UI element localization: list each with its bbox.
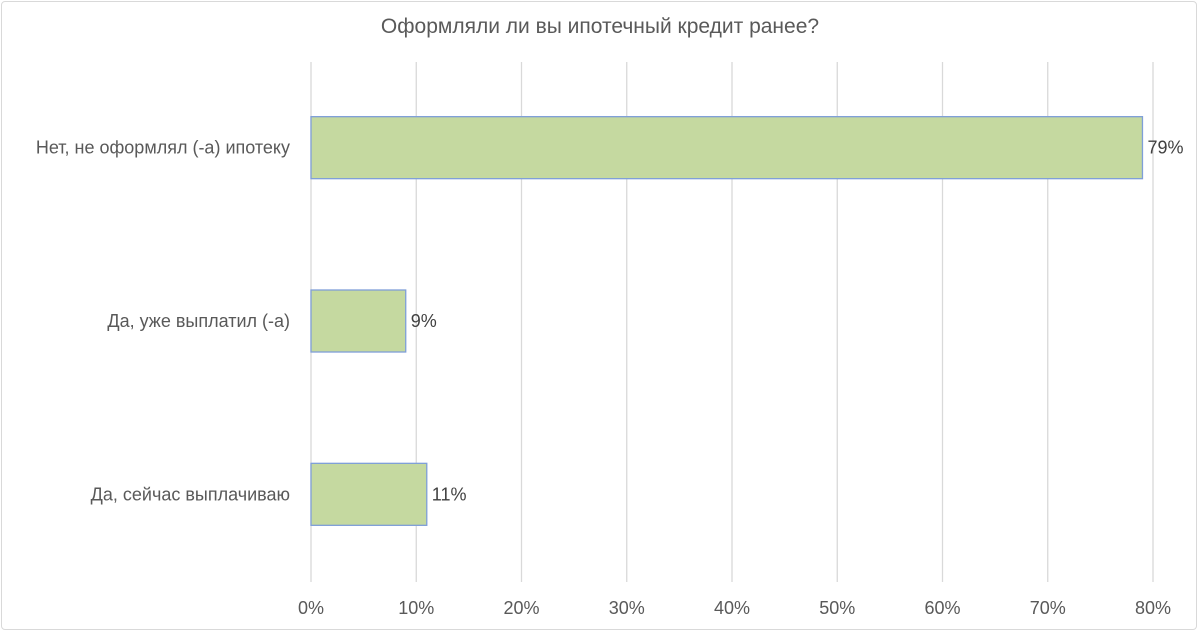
x-tick-label: 0% (298, 598, 324, 618)
x-tick-label: 30% (609, 598, 645, 618)
x-tick-label: 20% (503, 598, 539, 618)
bar (310, 289, 407, 353)
bar (310, 462, 428, 526)
category-label: Да, сейчас выплачиваю (91, 484, 290, 504)
x-tick-label: 60% (924, 598, 960, 618)
category-label: Да, уже выплатил (-а) (107, 311, 290, 331)
chart-title: Оформляли ли вы ипотечный кредит ранее? (380, 15, 820, 38)
bar (310, 116, 1144, 180)
data-label: 11% (432, 484, 467, 504)
x-tick-label: 40% (714, 598, 750, 618)
x-tick-label: 50% (819, 598, 855, 618)
x-tick-label: 80% (1135, 598, 1171, 618)
data-label: 79% (1147, 138, 1183, 158)
x-tick-label: 70% (1030, 598, 1066, 618)
bars (310, 116, 1144, 526)
labels: 0% 10% 20% 30% 40% 50% 60% 70% 80% Нет, не оформл… (36, 138, 1184, 618)
data-label: 9% (411, 311, 437, 331)
x-tick-label: 10% (398, 598, 434, 618)
category-label: Нет, не оформлял (-а) ипотеку (36, 138, 290, 158)
